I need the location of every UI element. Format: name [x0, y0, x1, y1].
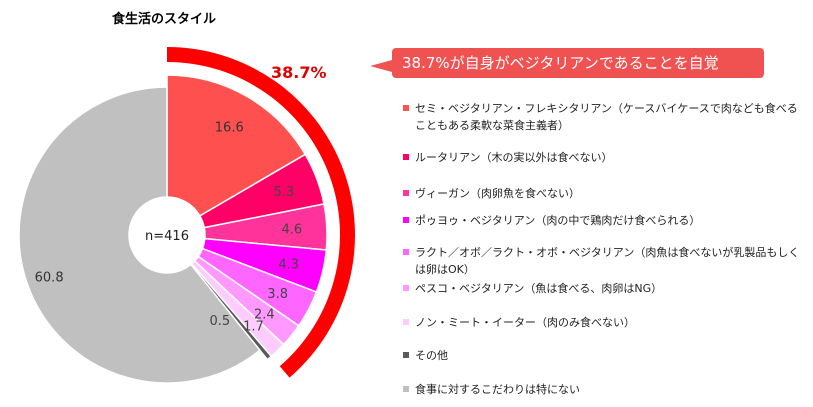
slice-value-label: 2.4	[254, 307, 275, 322]
legend-swatch	[403, 105, 409, 111]
slice-value-label: 3.8	[267, 287, 288, 302]
legend-label: 食事に対するこだわりは特にない	[415, 383, 580, 396]
legend-label: セミ・ベジタリアン・フレキシタリアン（ケースバイケースで肉なども食べることもある…	[415, 102, 798, 132]
legend-item: ラクト／オボ／ラクト・オボ・ベジタリアン（肉魚は食べないが乳製品もしくは卵はOK…	[403, 244, 808, 278]
slice-value-label: 5.3	[274, 185, 295, 200]
legend-label: ラクト／オボ／ラクト・オボ・ベジタリアン（肉魚は食べないが乳製品もしくは卵はOK…	[415, 246, 800, 276]
legend-label: ポゥヨゥ・ベジタリアン（肉の中で鶏肉だけ食べられる）	[415, 214, 701, 227]
slice-value-label: 0.5	[209, 314, 230, 329]
legend-label: ノン・ミート・イーター（肉のみ食べない）	[415, 316, 635, 329]
highlight-callout: 38.7%が自身がベジタリアンであることを自覚	[392, 48, 764, 78]
slice-value-label: 4.6	[281, 223, 302, 238]
legend-item: セミ・ベジタリアン・フレキシタリアン（ケースバイケースで肉なども食べることもある…	[403, 100, 808, 134]
legend-item: ヴィーガン（肉卵魚を食べない）	[403, 185, 808, 202]
legend-swatch	[403, 319, 409, 325]
legend-item: ルータリアン（木の実以外は食べない）	[403, 149, 808, 166]
slice-value-label: 16.6	[215, 121, 244, 136]
slice-value-label: 1.7	[243, 319, 264, 334]
legend-item: ノン・ミート・イーター（肉のみ食べない）	[403, 314, 808, 331]
legend-swatch	[403, 352, 409, 358]
vegetarian-highlight-arc	[167, 47, 355, 378]
legend-label: ペスコ・ベジタリアン（魚は食べる、肉卵はNG）	[415, 282, 663, 295]
sample-size-label: n=416	[145, 229, 189, 244]
legend-item: 食事に対するこだわりは特にない	[403, 381, 808, 398]
legend-swatch	[403, 386, 409, 392]
highlight-percent-label: 38.7%	[271, 63, 327, 82]
legend-label: ヴィーガン（肉卵魚を食べない）	[415, 187, 580, 200]
legend-swatch	[403, 285, 409, 291]
callout-text: 38.7%が自身がベジタリアンであることを自覚	[392, 48, 764, 78]
legend-swatch	[403, 154, 409, 160]
legend-item: その他	[403, 347, 808, 364]
donut-hole	[129, 197, 205, 273]
legend-item: ペスコ・ベジタリアン（魚は食べる、肉卵はNG）	[403, 280, 808, 297]
slice-value-label: 60.8	[35, 271, 64, 286]
legend-label: その他	[415, 349, 448, 362]
legend-swatch	[403, 190, 409, 196]
chart-title: 食生活のスタイル	[112, 12, 217, 27]
slice-value-label: 4.3	[278, 257, 299, 272]
legend-item: ポゥヨゥ・ベジタリアン（肉の中で鶏肉だけ食べられる）	[403, 212, 808, 229]
legend-swatch	[403, 217, 409, 223]
legend-label: ルータリアン（木の実以外は食べない）	[415, 151, 613, 164]
callout-pointer	[370, 60, 392, 72]
legend-swatch	[403, 249, 409, 255]
pie-slice	[166, 74, 307, 217]
